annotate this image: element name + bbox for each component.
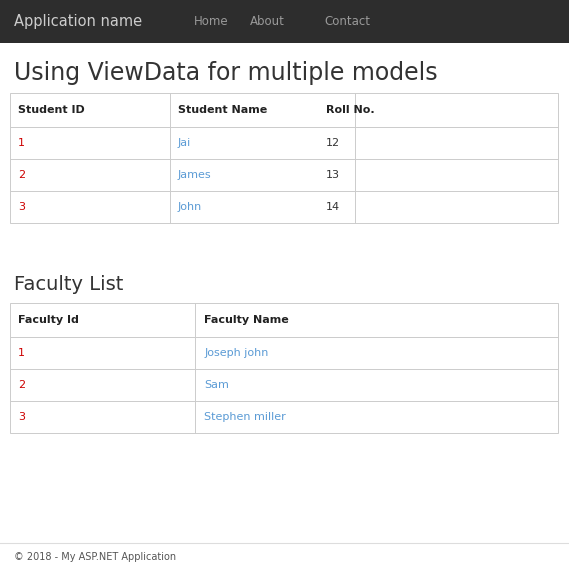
Text: 12: 12 xyxy=(325,138,340,148)
Text: 2: 2 xyxy=(18,380,26,390)
Text: Contact: Contact xyxy=(324,15,370,28)
Text: © 2018 - My ASP.NET Application: © 2018 - My ASP.NET Application xyxy=(14,552,176,562)
Text: About: About xyxy=(250,15,285,28)
Text: 13: 13 xyxy=(325,170,340,180)
Text: Faculty Name: Faculty Name xyxy=(204,315,289,325)
Text: Sam: Sam xyxy=(204,380,229,390)
Text: 1: 1 xyxy=(18,138,25,148)
Text: Faculty Id: Faculty Id xyxy=(18,315,79,325)
Text: Home: Home xyxy=(193,15,228,28)
Text: Faculty List: Faculty List xyxy=(14,275,123,295)
Text: 2: 2 xyxy=(18,170,26,180)
Text: 14: 14 xyxy=(325,202,340,212)
Bar xyxy=(10,303,558,433)
Text: 3: 3 xyxy=(18,202,25,212)
Text: Stephen miller: Stephen miller xyxy=(204,412,286,422)
Text: John: John xyxy=(178,202,202,212)
Text: Student ID: Student ID xyxy=(18,105,85,115)
Text: Using ViewData for multiple models: Using ViewData for multiple models xyxy=(14,61,438,85)
Text: Joseph john: Joseph john xyxy=(204,348,269,358)
Text: 1: 1 xyxy=(18,348,25,358)
Text: James: James xyxy=(178,170,211,180)
Text: Jai: Jai xyxy=(178,138,191,148)
Text: Roll No.: Roll No. xyxy=(325,105,374,115)
Text: Application name: Application name xyxy=(14,14,142,29)
Bar xyxy=(10,93,558,223)
Text: 3: 3 xyxy=(18,412,25,422)
Text: Student Name: Student Name xyxy=(178,105,267,115)
Bar xyxy=(0,0,569,43)
